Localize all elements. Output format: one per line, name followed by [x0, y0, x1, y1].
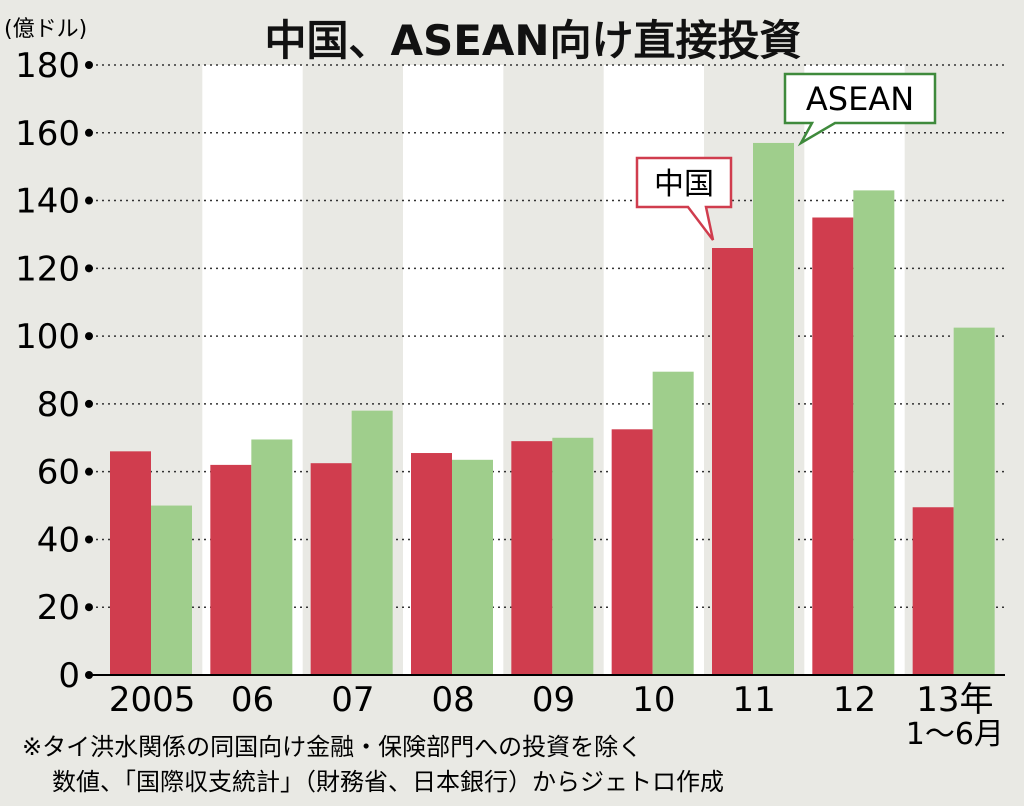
- bar-asean: [251, 439, 293, 675]
- bar-china: [712, 248, 753, 675]
- y-tick-dot: [85, 603, 93, 612]
- y-tick-dot: [85, 535, 93, 544]
- bar-asean: [452, 459, 493, 675]
- bar-asean: [853, 190, 895, 675]
- x-tick-label: 09: [532, 680, 575, 720]
- y-tick-label: 0: [58, 656, 80, 696]
- bar-china: [611, 429, 653, 675]
- y-tick-dot: [85, 467, 93, 476]
- y-tick-label: 100: [15, 317, 80, 357]
- y-tick-label: 120: [15, 249, 80, 289]
- china-callout-box: [635, 156, 733, 241]
- y-tick-dot: [85, 264, 93, 273]
- y-tick-label: 140: [15, 182, 80, 222]
- asean-callout-box: [783, 72, 937, 147]
- bar-china: [511, 441, 553, 675]
- bar-china: [411, 453, 452, 675]
- china-callout-label: 中国: [654, 167, 714, 202]
- y-tick-label: 40: [37, 520, 80, 560]
- footnote-line-1: ※タイ洪水関係の同国向け金融・保険部門への投資を除く: [22, 733, 642, 761]
- bar-asean: [753, 142, 794, 675]
- bars: [110, 142, 995, 675]
- x-tick-sublabel: 1〜6月: [906, 717, 1004, 752]
- y-tick-dot: [85, 61, 93, 69]
- y-tick-dot: [85, 128, 93, 137]
- bar-china: [210, 464, 252, 675]
- x-tick-label: 06: [231, 680, 274, 720]
- x-tick-label: 07: [331, 680, 374, 720]
- x-tick-label: 10: [632, 680, 675, 720]
- bar-china: [110, 451, 151, 675]
- asean-callout-label: ASEAN: [806, 80, 914, 118]
- chart-title: 中国、ASEAN向け直接投資: [264, 16, 801, 65]
- bar-asean: [151, 505, 192, 675]
- y-tick-label: 160: [15, 114, 80, 154]
- bar-asean: [351, 410, 393, 675]
- china-callout: 中国: [635, 156, 733, 241]
- y-tick-label: 60: [37, 453, 80, 493]
- y-tick-dot: [85, 196, 93, 205]
- y-tick-label: 180: [15, 46, 80, 86]
- bar-asean: [652, 371, 694, 675]
- y-tick-dot: [85, 399, 93, 408]
- bar-china: [310, 463, 352, 675]
- bar-china: [912, 507, 954, 675]
- footnote-line-2: 数値、「国際収支統計」（財務省、日本銀行）からジェトロ作成: [52, 768, 724, 796]
- x-tick-label: 11: [733, 680, 776, 720]
- y-tick-label: 20: [37, 588, 80, 628]
- x-tick-label: 13年: [916, 680, 993, 720]
- unit-label: (億ドル): [4, 17, 87, 42]
- bar-china: [812, 217, 854, 675]
- y-tick-labels: 0 20 40 60 80 100 120 140 160 180: [15, 46, 93, 696]
- x-tick-label: 2005: [109, 680, 196, 720]
- x-tick-label: 08: [432, 680, 475, 720]
- y-tick-dot: [85, 332, 93, 341]
- y-tick-label: 80: [37, 385, 80, 425]
- x-tick-label: 12: [833, 680, 876, 720]
- y-tick-dot: [85, 671, 93, 679]
- bar-asean: [552, 437, 594, 675]
- asean-callout: ASEAN: [783, 72, 937, 147]
- bar-asean: [953, 327, 995, 675]
